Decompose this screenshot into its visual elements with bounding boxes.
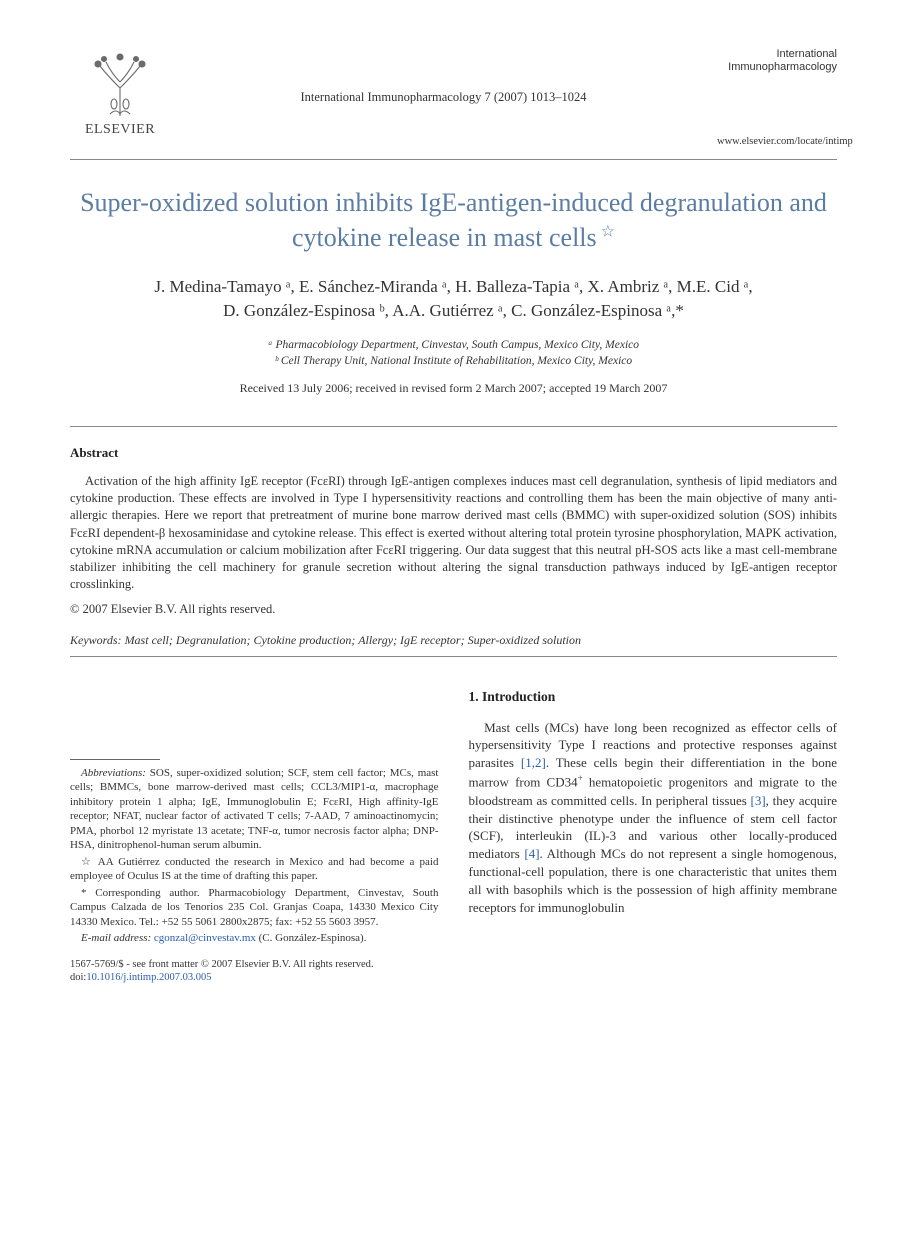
abstract-heading: Abstract xyxy=(70,445,837,461)
left-column: Abbreviations: SOS, super-oxidized solut… xyxy=(70,689,439,985)
title-star-icon: ☆ xyxy=(597,223,615,240)
abbrev-label: Abbreviations: xyxy=(81,767,146,779)
abstract-text: Activation of the high affinity IgE rece… xyxy=(70,473,837,594)
abstract-bottom-rule xyxy=(70,656,837,657)
issn-doi-block: 1567-5769/$ - see front matter © 2007 El… xyxy=(70,958,439,985)
header-rule xyxy=(70,159,837,160)
authors: J. Medina-Tamayo ᵃ, E. Sánchez-Miranda ᵃ… xyxy=(70,275,837,323)
footnote-abbreviations: Abbreviations: SOS, super-oxidized solut… xyxy=(70,766,439,853)
keywords-text: Mast cell; Degranulation; Cytokine produ… xyxy=(122,633,581,647)
keywords-label: Keywords: xyxy=(70,633,122,647)
email-link[interactable]: cgonzal@cinvestav.mx xyxy=(154,932,256,944)
ref-link-3[interactable]: [3] xyxy=(751,793,766,808)
title-text: Super-oxidized solution inhibits IgE-ant… xyxy=(80,188,827,251)
journal-citation: International Immunopharmacology 7 (2007… xyxy=(170,48,717,105)
email-name: (C. González-Espinosa). xyxy=(256,932,367,944)
keywords: Keywords: Mast cell; Degranulation; Cyto… xyxy=(70,633,837,648)
right-column: 1. Introduction Mast cells (MCs) have lo… xyxy=(469,689,838,985)
footnote-rule xyxy=(70,759,160,760)
article-title: Super-oxidized solution inhibits IgE-ant… xyxy=(70,186,837,255)
affiliation-b: ᵇ Cell Therapy Unit, National Institute … xyxy=(70,353,837,369)
abstract-top-rule xyxy=(70,426,837,427)
issn-text: 1567-5769/$ - see front matter © 2007 El… xyxy=(70,958,439,972)
authors-line-2: D. González-Espinosa ᵇ, A.A. Gutiérrez ᵃ… xyxy=(70,299,837,323)
affiliation-a: ᵃ Pharmacobiology Department, Cinvestav,… xyxy=(70,337,837,353)
introduction-heading: 1. Introduction xyxy=(469,689,838,705)
affiliations: ᵃ Pharmacobiology Department, Cinvestav,… xyxy=(70,337,837,369)
authors-line-1: J. Medina-Tamayo ᵃ, E. Sánchez-Miranda ᵃ… xyxy=(70,275,837,299)
footnote-email: E-mail address: cgonzal@cinvestav.mx (C.… xyxy=(70,931,439,946)
journal-name: International Immunopharmacology xyxy=(717,48,837,74)
email-label: E-mail address: xyxy=(81,932,151,944)
footnote-corresponding: * Corresponding author. Pharmacobiology … xyxy=(70,886,439,930)
journal-box: International Immunopharmacology www.els… xyxy=(717,48,837,147)
doi-label: doi: xyxy=(70,972,86,983)
ref-link-4[interactable]: [4] xyxy=(524,846,539,861)
journal-url[interactable]: www.elsevier.com/locate/intimp xyxy=(717,136,837,147)
elsevier-tree-icon xyxy=(84,48,156,120)
doi-line: doi:10.1016/j.intimp.2007.03.005 xyxy=(70,971,439,985)
corr-label: * Corresponding author. xyxy=(81,887,200,899)
two-column-body: Abbreviations: SOS, super-oxidized solut… xyxy=(70,689,837,985)
ref-link-1-2[interactable]: [1,2] xyxy=(521,755,546,770)
publisher-name: ELSEVIER xyxy=(85,122,155,138)
abbrev-text: SOS, super-oxidized solution; SCF, stem … xyxy=(70,767,439,852)
publisher-block: ELSEVIER xyxy=(70,48,170,138)
copyright-line: © 2007 Elsevier B.V. All rights reserved… xyxy=(70,602,837,617)
page-header: ELSEVIER International Immunopharmacolog… xyxy=(70,48,837,147)
doi-link[interactable]: 10.1016/j.intimp.2007.03.005 xyxy=(86,972,211,983)
article-dates: Received 13 July 2006; received in revis… xyxy=(70,381,837,396)
introduction-paragraph: Mast cells (MCs) have long been recogniz… xyxy=(469,719,838,918)
footnotes: Abbreviations: SOS, super-oxidized solut… xyxy=(70,766,439,946)
footnote-star: ☆ AA Gutiérrez conducted the research in… xyxy=(70,855,439,884)
